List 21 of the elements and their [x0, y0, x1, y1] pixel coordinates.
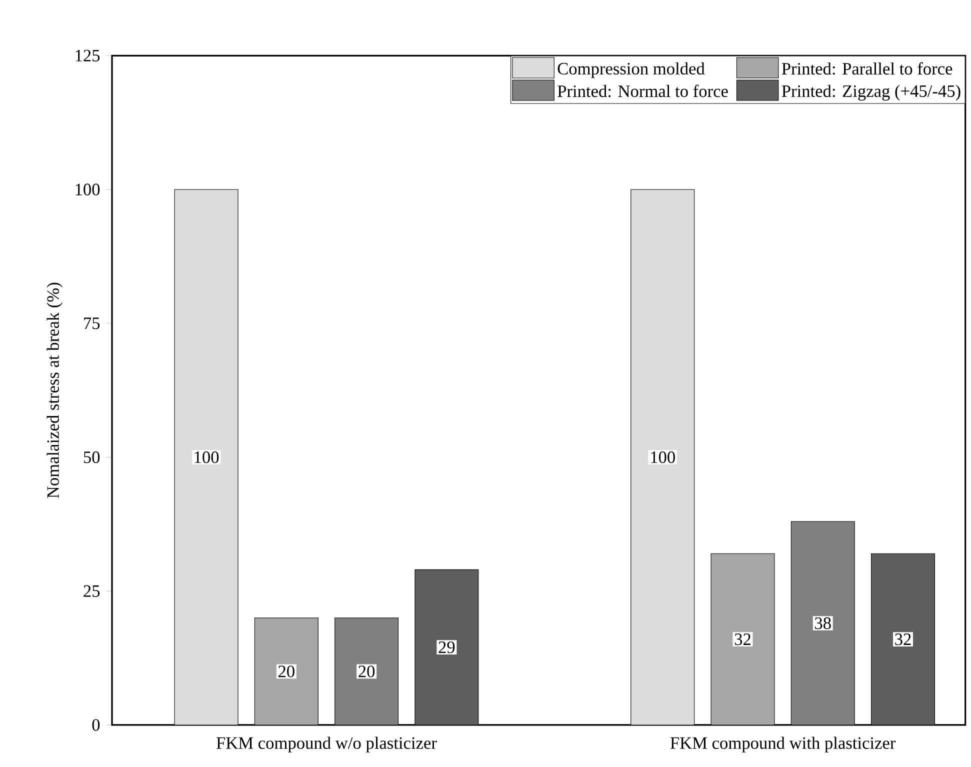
data-label: 20: [358, 666, 375, 678]
legend-label: Printed: Normal to force: [558, 84, 728, 98]
y-tick-label: 125: [76, 50, 100, 62]
data-label: 32: [895, 633, 911, 646]
legend-label: Printed: Zigzag (+45/-45): [782, 84, 960, 101]
y-tick-label: 0: [92, 719, 100, 731]
data-label: 100: [651, 451, 675, 464]
data-label: 20: [278, 666, 294, 678]
x-tick-label: FKM compound w/o plasticizer: [216, 736, 437, 752]
legend-label: Printed: Parallel to force: [782, 62, 952, 75]
y-tick-label: 50: [84, 451, 100, 464]
x-tick-label: FKM compound with plasticizer: [670, 736, 896, 752]
y-tick-label: 25: [84, 585, 100, 597]
data-label: 100: [194, 451, 219, 464]
y-tick-label: 75: [84, 318, 100, 330]
data-label: 29: [438, 642, 455, 654]
legend-label: Compression molded: [558, 62, 705, 78]
data-label: 38: [815, 617, 831, 630]
y-tick-label: 100: [76, 184, 100, 196]
data-label: 32: [734, 633, 750, 646]
y-axis-title: Nomalaized stress at break (%): [46, 282, 62, 498]
